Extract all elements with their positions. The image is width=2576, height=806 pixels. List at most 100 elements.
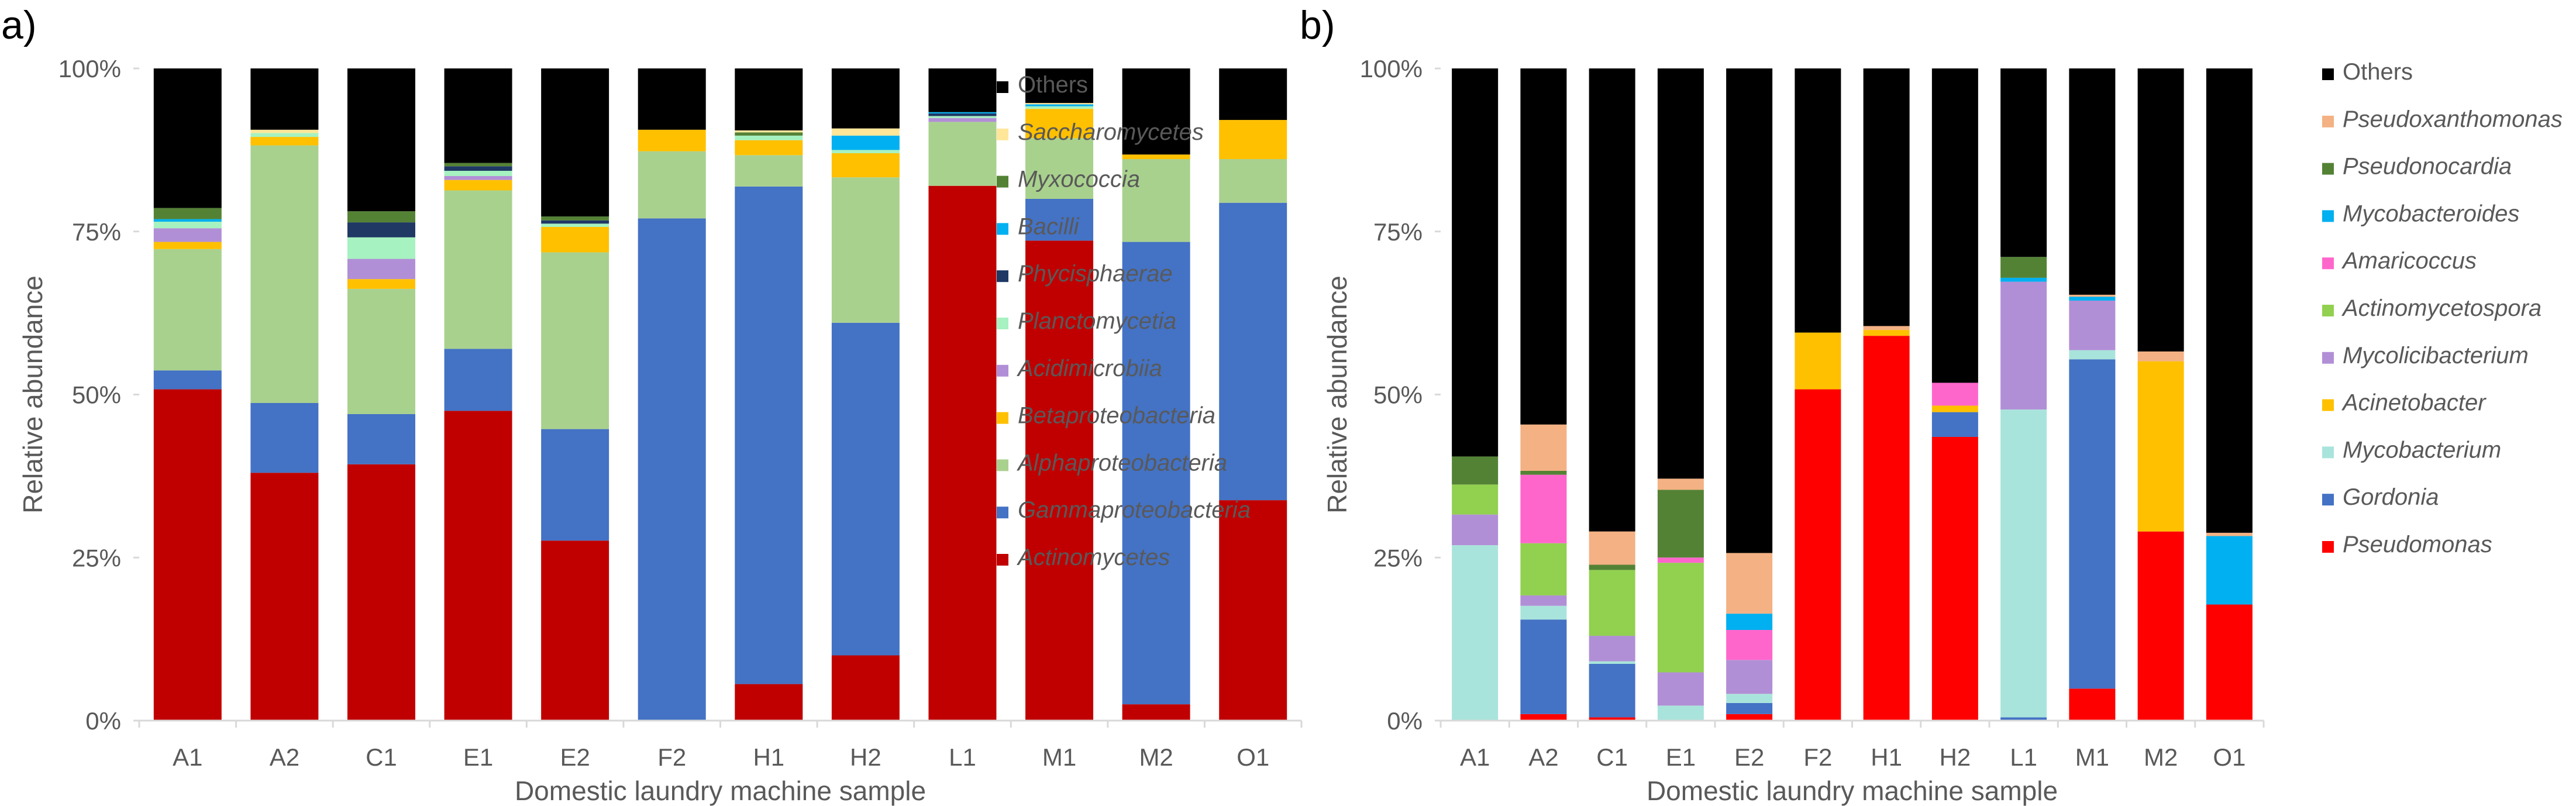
bar-segment-A2-others (250, 68, 319, 130)
bar-segment-L1-others (928, 68, 997, 112)
bar-segment-H2-planctomycetia (831, 150, 900, 153)
bar-segment-A1-pseudonocardia (1452, 456, 1499, 485)
bar-segment-A2-gordonia (1520, 619, 1567, 714)
bar-segment-E2-phycisphaerae (541, 220, 609, 224)
legend-swatch (2322, 305, 2334, 316)
y-tick-label: 25% (72, 544, 121, 571)
bar-segment-A1-gammaproteobacteria (153, 370, 222, 390)
bar-segment-A1-alphaproteobacteria (153, 249, 222, 371)
bar-segment-H2-acinetobacter (1931, 405, 1978, 412)
legend-swatch (2322, 352, 2334, 364)
bar-segment-E2-amaricoccus (1726, 630, 1773, 660)
y-axis-title: Relative abundance (18, 275, 48, 514)
bar-segment-E2-pseudomonas (1726, 714, 1773, 721)
legend-swatch (997, 175, 1008, 188)
chart-a: a) 0% 25% 50% 75% 100% Relative abundance A1 A2 C… (1, 3, 1303, 806)
legend-label: Acidimicrobiia (1017, 356, 1162, 381)
bar-segment-O1-pseudoxanthomonas (2206, 532, 2253, 536)
bar-segment-M1-alphaproteobacteria (1025, 138, 1094, 199)
bar-segment-A2-pseudoxanthomonas (1520, 424, 1567, 471)
y-tick-label: 25% (1373, 544, 1423, 571)
x-tick-label: E2 (1734, 743, 1764, 771)
bar-segment-A2-alphaproteobacteria (250, 145, 319, 403)
bar-segment-M1-others (2069, 68, 2116, 295)
x-tick-label: L1 (2010, 743, 2037, 771)
legend-label: Gordonia (2343, 484, 2439, 510)
bar-segment-E1-planctomycetia (444, 171, 512, 176)
bar-segment-C1-myxococcia (347, 211, 415, 223)
bar-segment-M1-planctomycetia (1025, 106, 1094, 109)
bar-segment-A2-others (1520, 68, 1567, 425)
bar-segment-M2-gammaproteobacteria (1122, 242, 1190, 705)
legend-swatch (997, 270, 1008, 283)
bar-segment-L1-phycisphaerae (928, 113, 997, 116)
x-tick-label: M1 (2075, 743, 2109, 771)
bar-segment-M1-mycolicibacterium (2069, 300, 2116, 350)
x-tick-label: H1 (753, 743, 784, 771)
legend-swatch (997, 364, 1008, 377)
bar-segment-H1-others (735, 68, 803, 130)
x-tick-label: M2 (1139, 743, 1173, 771)
x-tick-label: H2 (850, 743, 881, 771)
bar-segment-E1-betaproteobacteria (444, 180, 512, 191)
legend-label: Phycisphaerae (1018, 261, 1173, 287)
bar-segment-M2-pseudoxanthomonas (2137, 351, 2184, 361)
bar-segment-F2-acinetobacter (1795, 332, 1841, 390)
bar-segment-H1-actinomycetes (735, 684, 803, 721)
x-tick-label: M1 (1042, 743, 1076, 771)
bar-segment-A1-acidimicrobiia (153, 228, 222, 242)
bar-segment-M1-mycobacterium (2069, 350, 2116, 360)
bar-segment-H2-bacilli (831, 135, 900, 150)
y-tick-label: 0% (85, 707, 121, 735)
chart-b: b) 0% 25% 50% 75% 100% Relative abundance A1 A2 C… (1300, 3, 2563, 806)
x-tick-label: H2 (1940, 743, 1971, 771)
y-tick-label: 0% (1387, 707, 1423, 735)
bar-segment-E1-mycolicibacterium (1657, 672, 1704, 706)
bar-segment-F2-gammaproteobacteria (638, 218, 706, 721)
bar-segment-M1-mycobacteroides (2069, 297, 2116, 301)
bar-segment-C1-gammaproteobacteria (347, 414, 415, 464)
bar-segment-M2-pseudomonas (2137, 531, 2184, 721)
bar-segment-C1-others (1589, 68, 1635, 532)
bar-segment-H2-gammaproteobacteria (831, 322, 900, 656)
bar-segment-M1-saccharomycetes (1025, 103, 1094, 105)
legend-label: Actinomycetes (1017, 545, 1170, 570)
bar-segment-C1-phycisphaerae (347, 222, 415, 237)
bar-segment-E2-betaproteobacteria (541, 226, 609, 253)
bar-segment-A1-mycolicibacterium (1452, 514, 1499, 546)
panel-label: b) (1300, 3, 1335, 47)
y-axis-title: Relative abundance (1322, 275, 1352, 514)
bar-segment-E2-actinomycetes (541, 540, 609, 721)
x-tick-label: O1 (1237, 743, 1269, 771)
bar-segment-E2-others (1726, 68, 1773, 553)
bar-segment-O1-mycobacteroides (2206, 536, 2253, 605)
bar-segment-A1-mycobacterium (1452, 545, 1499, 721)
x-tick-label: F2 (1803, 743, 1832, 771)
bar-segment-O1-betaproteobacteria (1219, 120, 1287, 159)
bar-segment-E1-pseudoxanthomonas (1657, 478, 1704, 490)
bar-segment-E2-alphaproteobacteria (541, 252, 609, 429)
bar-segment-M2-others (2137, 68, 2184, 352)
legend-swatch (2322, 399, 2334, 411)
bar-segment-L1-gordonia (2000, 717, 2047, 721)
legend-label: Myxococcia (1018, 167, 1140, 192)
bar-segment-E2-planctomycetia (541, 223, 609, 227)
bar-segment-O1-actinomycetes (1219, 500, 1287, 721)
x-tick-label: L1 (949, 743, 976, 771)
legend-label: Pseudonocardia (2343, 154, 2512, 180)
bar-segment-H2-gordonia (1931, 412, 1978, 437)
bar-segment-H1-alphaproteobacteria (735, 155, 803, 187)
bar-segment-L1-pseudonocardia (2000, 257, 2047, 278)
bar-segment-A2-gammaproteobacteria (250, 402, 319, 473)
legend-swatch (2322, 210, 2334, 222)
bar-segment-A1-actinomycetes (153, 389, 222, 721)
bar-segment-E1-others (444, 68, 512, 163)
x-tick-label: F2 (657, 743, 686, 771)
bar-segment-H2-pseudomonas (1931, 436, 1978, 721)
x-tick-label: E1 (463, 743, 493, 771)
bar-segment-E1-acidimicrobiia (444, 175, 512, 180)
legend-label: Saccharomycetes (1018, 119, 1204, 145)
bar-segment-A2-amaricoccus (1520, 474, 1567, 543)
legend-swatch (2322, 68, 2334, 80)
bar-segment-L1-mycolicibacterium (2000, 281, 2047, 410)
